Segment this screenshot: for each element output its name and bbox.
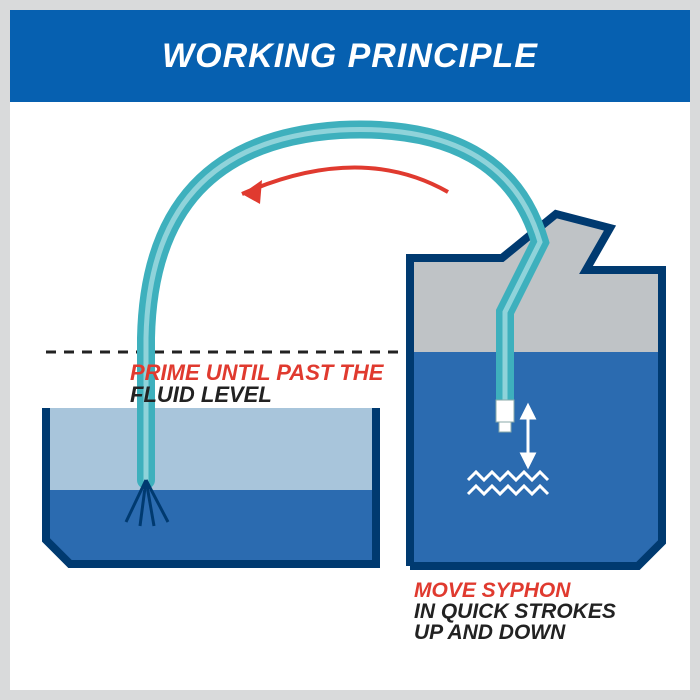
diagram-area: PRIME UNTIL PAST THE FLUID LEVEL MOVE SY… (10, 102, 690, 690)
left-container-air (46, 408, 376, 490)
prime-label: PRIME UNTIL PAST THE FLUID LEVEL (130, 362, 383, 406)
flow-arrow (242, 167, 448, 204)
hose-nozzle (496, 400, 514, 432)
left-container (46, 408, 376, 564)
right-container-water (410, 352, 662, 566)
panel: WORKING PRINCIPLE (10, 10, 690, 690)
move-label: MOVE SYPHON IN QUICK STROKES UP AND DOWN (414, 580, 684, 643)
move-label-line3: UP AND DOWN (414, 621, 565, 644)
move-label-red: MOVE SYPHON (414, 579, 570, 602)
outer-frame: WORKING PRINCIPLE (0, 0, 700, 700)
left-container-water (46, 490, 376, 564)
move-label-line2: IN QUICK STROKES (414, 600, 616, 623)
prime-label-black: FLUID LEVEL (130, 382, 272, 407)
header-title: WORKING PRINCIPLE (162, 37, 538, 76)
header-bar: WORKING PRINCIPLE (10, 10, 690, 102)
